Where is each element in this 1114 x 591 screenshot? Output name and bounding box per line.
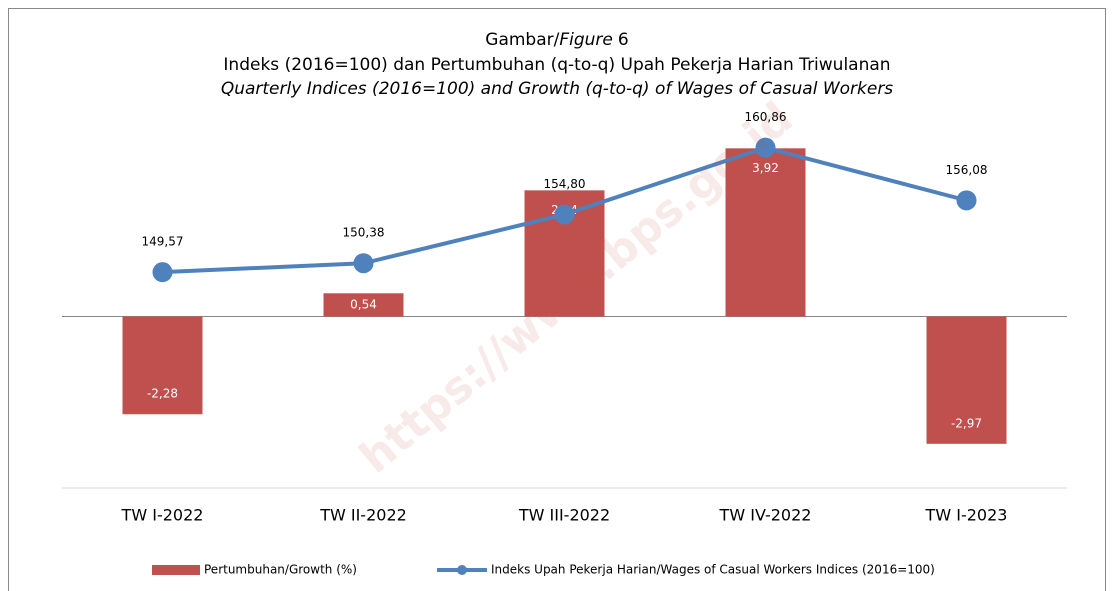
x-tick-label: TW IV-2022 [719,506,812,525]
bar [725,148,806,317]
figure-label: Gambar/Figure 6 [485,30,628,50]
bar [122,316,203,415]
line-value-label: 149,57 [142,235,184,249]
bar [323,293,404,317]
line-marker [353,253,374,274]
x-tick-label: TW I-2022 [121,506,204,525]
bar-value-label: -2,97 [951,416,982,430]
line-marker [755,137,776,158]
legend-label: Indeks Upah Pekerja Harian/Wages of Casu… [491,563,935,577]
line-value-label: 154,80 [544,177,586,191]
line-value-label: 156,08 [946,163,988,177]
x-tick-label: TW I-2023 [925,506,1008,525]
line-marker [554,204,575,225]
legend-swatch [152,565,200,575]
line-marker [152,262,173,283]
chart-frame [8,8,1106,591]
x-tick-label: TW III-2022 [518,506,610,525]
figure-number: 6 [618,30,629,50]
figure-prefix: Gambar/ [485,30,559,50]
line-value-label: 150,38 [343,226,385,240]
line-value-label: 160,86 [745,110,787,124]
chart-subtitle: Quarterly Indices (2016=100) and Growth … [221,79,893,99]
legend-label: Pertumbuhan/Growth (%) [204,563,357,577]
x-tick-label: TW II-2022 [319,506,407,525]
line-marker [956,190,977,211]
bar-value-label: 3,92 [752,161,779,175]
bar [926,316,1007,444]
bar-value-label: 0,54 [350,297,377,311]
chart-title: Indeks (2016=100) dan Pertumbuhan (q-to-… [223,55,890,75]
figure-italic: Figure [559,30,613,50]
legend-marker [457,565,467,575]
bar-value-label: -2,28 [147,387,178,401]
